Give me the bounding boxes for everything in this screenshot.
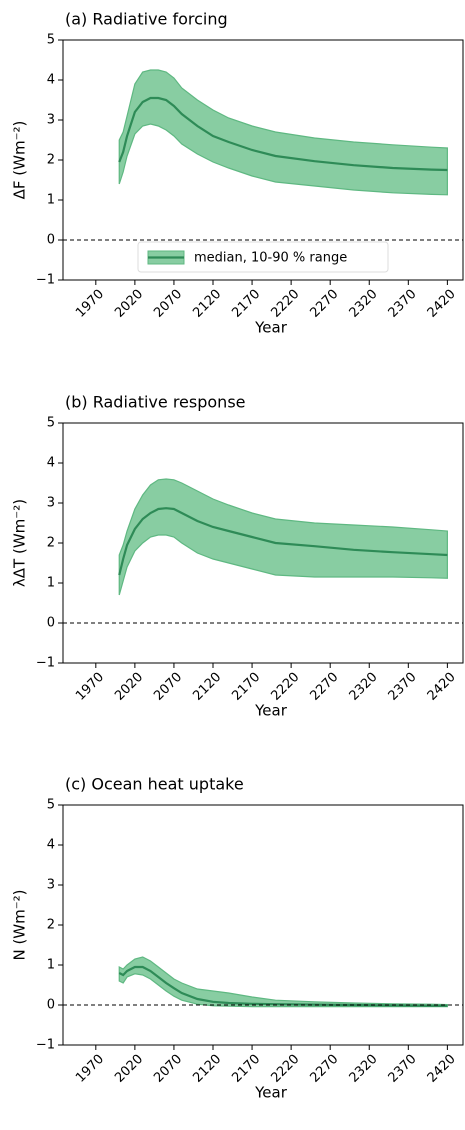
x-axis-label: Year: [254, 319, 288, 337]
y-tick-label: 5: [47, 33, 55, 48]
y-tick-label: 1: [47, 576, 55, 591]
y-tick-label: 2: [47, 536, 55, 551]
y-tick-label: 1: [47, 958, 55, 973]
panel-title: (b) Radiative response: [65, 393, 246, 412]
median-line: [118, 965, 448, 1007]
x-tick-label: 2170: [229, 1052, 263, 1086]
x-tick-label: 2370: [386, 670, 420, 704]
y-tick-label: 5: [47, 416, 55, 431]
y-tick-label: 4: [47, 838, 55, 853]
x-tick-label: 2220: [268, 670, 302, 704]
plot-frame: [62, 804, 464, 1046]
x-axis-label: Year: [254, 1084, 288, 1102]
y-tick-label: 1: [47, 193, 55, 208]
x-tick-label: 2120: [190, 1052, 224, 1086]
y-tick-label: 0: [47, 616, 55, 631]
legend-label: median, 10-90 % range: [194, 251, 347, 266]
x-tick-label: 2420: [425, 670, 459, 704]
y-axis-label: ΔF (Wm⁻²): [11, 121, 29, 200]
range-band: [118, 478, 448, 596]
x-tick-label: 2020: [112, 670, 146, 704]
y-tick-label: 0: [47, 233, 55, 248]
x-tick-label: 2170: [229, 287, 263, 321]
x-tick-label: 2370: [386, 1052, 420, 1086]
x-tick-label: 2270: [307, 1052, 341, 1086]
x-tick-label: 2020: [112, 287, 146, 321]
x-tick-label: 2320: [347, 287, 381, 321]
y-tick-label: 0: [47, 998, 55, 1013]
x-tick-label: 2270: [307, 287, 341, 321]
y-tick-label: 2: [47, 153, 55, 168]
x-axis-label: Year: [254, 702, 288, 720]
y-axis-label: λΔT (Wm⁻²): [11, 499, 29, 587]
y-tick-label: 2: [47, 918, 55, 933]
x-tick-label: 1970: [73, 1052, 107, 1086]
x-tick-label: 2420: [425, 1052, 459, 1086]
panel-title: (a) Radiative forcing: [65, 10, 228, 29]
y-tick-label: 3: [47, 113, 55, 128]
range-band: [118, 956, 448, 1008]
x-tick-label: 2070: [151, 1052, 185, 1086]
y-tick-label: 4: [47, 456, 55, 471]
x-tick-label: 2070: [151, 287, 185, 321]
y-tick-label: 3: [47, 496, 55, 511]
x-tick-label: 2220: [268, 1052, 302, 1086]
x-tick-label: 2270: [307, 670, 341, 704]
legend-box: [137, 241, 389, 273]
x-tick-label: 2320: [347, 1052, 381, 1086]
x-tick-label: 2320: [347, 670, 381, 704]
y-tick-label: −1: [36, 1038, 55, 1053]
x-tick-label: 1970: [73, 670, 107, 704]
x-tick-label: 2420: [425, 287, 459, 321]
x-tick-label: 2120: [190, 670, 224, 704]
range-band: [118, 69, 448, 196]
y-tick-label: 4: [47, 73, 55, 88]
x-tick-label: 2220: [268, 287, 302, 321]
y-tick-label: −1: [36, 273, 55, 288]
x-tick-label: 2020: [112, 1052, 146, 1086]
y-tick-label: 3: [47, 878, 55, 893]
y-tick-label: −1: [36, 656, 55, 671]
x-tick-label: 2070: [151, 670, 185, 704]
x-tick-label: 2170: [229, 670, 263, 704]
y-axis-label: N (Wm⁻²): [11, 889, 29, 960]
median-line: [118, 507, 448, 576]
panel-title: (c) Ocean heat uptake: [65, 775, 244, 794]
median-line: [118, 96, 448, 172]
x-tick-label: 2120: [190, 287, 224, 321]
x-tick-label: 2370: [386, 287, 420, 321]
y-tick-label: 5: [47, 798, 55, 813]
x-tick-label: 1970: [73, 287, 107, 321]
